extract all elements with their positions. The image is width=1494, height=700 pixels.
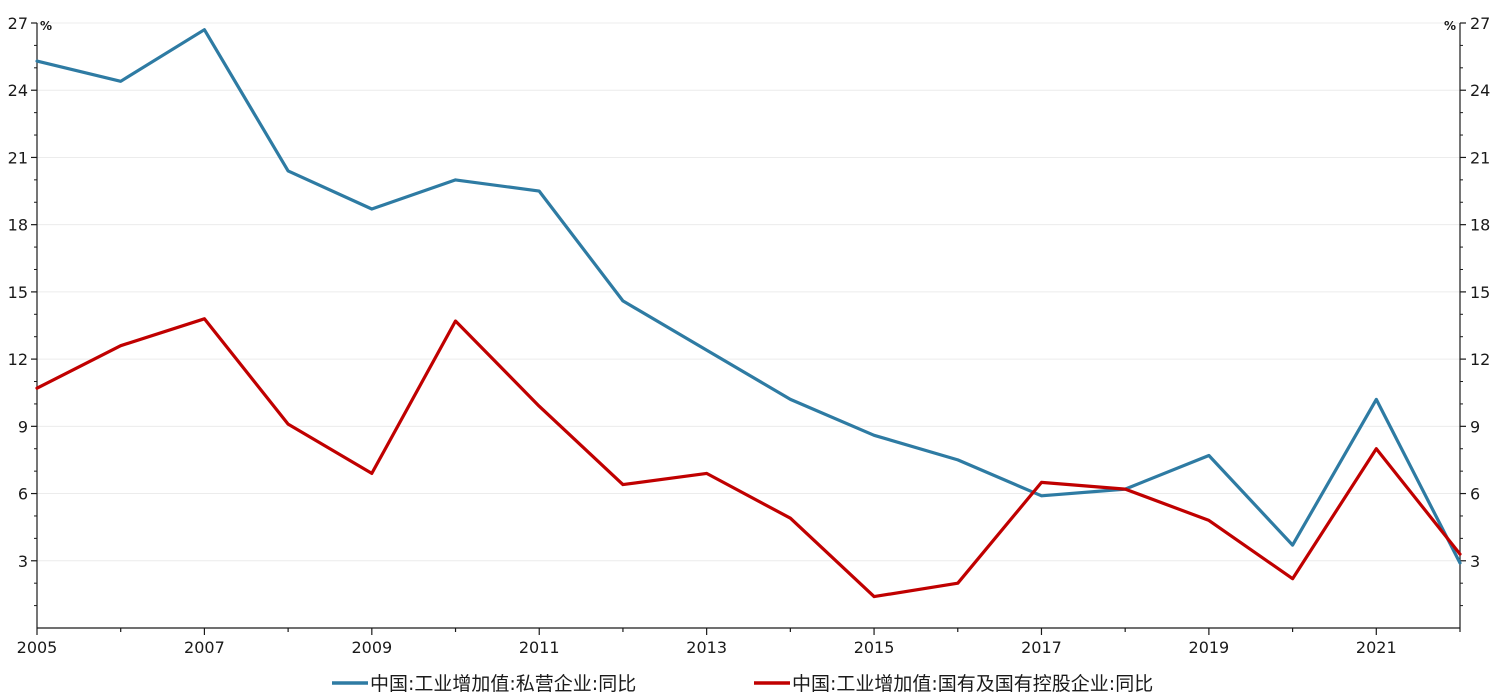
x-axis-ticks: 2005 2007 2009 2011 2013 2015 2017 2019 2021 [17,628,1461,657]
y-tick-label-right: 27 [1470,14,1490,33]
y-tick-label-left: 12 [8,350,28,369]
y-axis-ticks: 3 3 6 6 9 9 12 12 15 15 18 18 21 21 24 24 27 27 [8,14,1490,607]
left-axis-unit: % [40,19,52,33]
x-tick-label: 2021 [1356,638,1397,657]
series-line-1 [35,28,1462,565]
y-tick-label-left: 9 [18,417,28,436]
series-line-2 [35,317,1462,599]
x-tick-label: 2011 [519,638,560,657]
y-tick-label-left: 27 [8,14,28,33]
y-tick-label-left: 24 [8,81,28,100]
y-tick-label-right: 21 [1470,148,1490,167]
x-tick-label: 2005 [17,638,58,657]
legend: 中国:工业增加值:私营企业:同比 中国:工业增加值:国有及国有控股企业:同比 [332,673,1153,695]
y-tick-label-left: 18 [8,216,28,235]
x-tick-label: 2019 [1189,638,1230,657]
x-tick-label: 2013 [686,638,727,657]
y-tick-label-left: 21 [8,148,28,167]
y-tick-label-right: 3 [1470,552,1480,571]
legend-label-2: 中国:工业增加值:国有及国有控股企业:同比 [792,673,1153,695]
y-tick-label-right: 15 [1470,283,1490,302]
x-tick-label: 2009 [351,638,392,657]
legend-label-1: 中国:工业增加值:私营企业:同比 [370,673,636,695]
x-tick-label: 2017 [1021,638,1062,657]
y-tick-label-left: 15 [8,283,28,302]
series-lines [35,28,1462,599]
y-tick-label-right: 12 [1470,350,1490,369]
y-tick-label-right: 24 [1470,81,1490,100]
right-axis-unit: % [1444,19,1456,33]
axes [36,23,1461,629]
x-tick-label: 2015 [854,638,895,657]
y-tick-label-right: 18 [1470,216,1490,235]
y-tick-label-left: 3 [18,552,28,571]
y-tick-label-right: 9 [1470,417,1480,436]
x-tick-label: 2007 [184,638,225,657]
y-tick-label-left: 6 [18,485,28,504]
gridlines [37,22,1460,562]
y-tick-label-right: 6 [1470,485,1480,504]
